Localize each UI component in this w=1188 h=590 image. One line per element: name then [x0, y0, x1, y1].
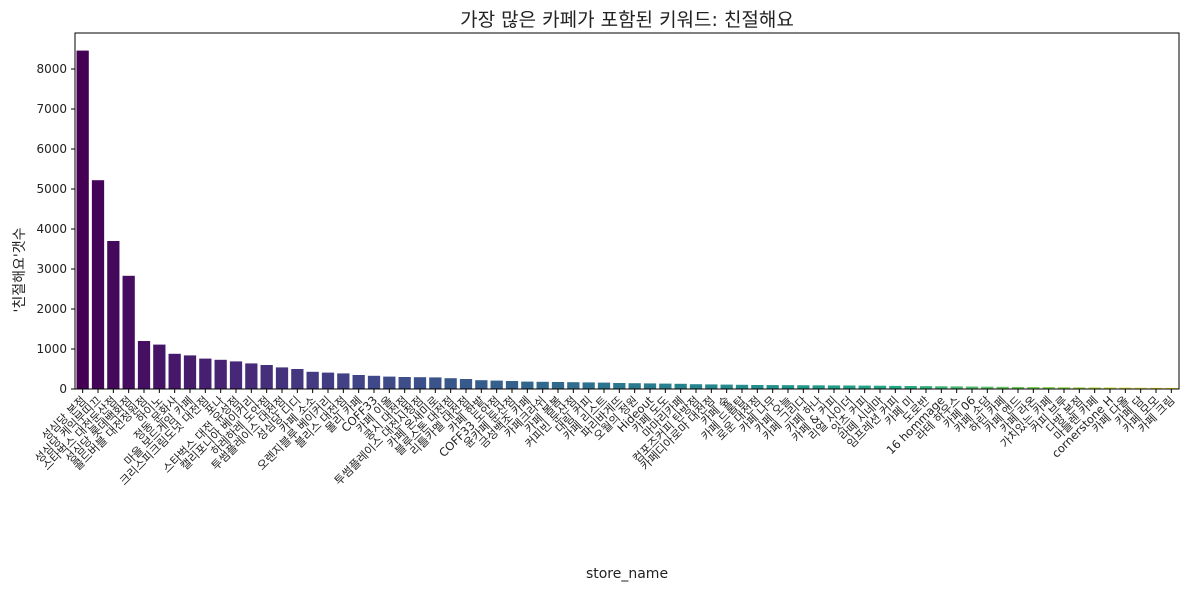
bar-9 [214, 359, 227, 389]
bar-22 [413, 377, 427, 389]
bar-54 [904, 386, 917, 389]
y-tick-label-2: 2000 [36, 302, 67, 316]
y-tick-label-6: 6000 [36, 142, 67, 156]
bar-34 [597, 382, 611, 389]
bar-27 [490, 380, 503, 389]
bar-44 [751, 385, 764, 389]
bar-1 [91, 180, 105, 389]
bar-46 [781, 385, 795, 389]
bar-31 [551, 382, 565, 389]
bar-12 [260, 365, 273, 389]
bar-47 [797, 385, 810, 389]
bar-30 [536, 381, 549, 389]
bar-61 [1011, 386, 1025, 389]
plot-frame [74, 32, 1180, 390]
bar-63 [1042, 387, 1055, 389]
bar-50 [843, 385, 856, 389]
bar-2 [107, 241, 120, 389]
bar-14 [291, 369, 304, 389]
bar-6 [168, 353, 181, 389]
bar-51 [858, 385, 871, 389]
bar-26 [475, 380, 488, 389]
bar-37 [643, 383, 657, 389]
bar-65 [1073, 387, 1086, 389]
bar-35 [613, 383, 626, 389]
bar-69 [1134, 387, 1147, 389]
bar-8 [199, 358, 212, 389]
bar-3 [122, 275, 135, 389]
bar-71 [1165, 387, 1178, 389]
y-tick-label-3: 3000 [36, 262, 67, 276]
bar-57 [950, 386, 963, 389]
bar-52 [873, 385, 887, 389]
bar-38 [659, 383, 672, 389]
y-tick-label-0: 0 [59, 382, 67, 396]
bar-60 [996, 386, 1009, 389]
bar-19 [367, 375, 381, 389]
bar-11 [245, 363, 258, 389]
bar-48 [812, 385, 825, 389]
bar-16 [321, 372, 335, 389]
bar-17 [337, 373, 350, 389]
bar-10 [229, 361, 243, 389]
bar-70 [1149, 387, 1163, 389]
bar-5 [153, 344, 166, 389]
bar-13 [275, 367, 289, 389]
bar-43 [735, 384, 749, 389]
bar-68 [1119, 387, 1132, 389]
y-tick-label-1: 1000 [36, 342, 67, 356]
bar-21 [398, 377, 411, 389]
bars-group [76, 50, 1178, 389]
chart-title: 가장 많은 카페가 포함된 키워드: 친절해요 [460, 9, 794, 31]
bar-56 [935, 386, 948, 389]
bar-25 [459, 379, 473, 389]
y-tick-label-4: 4000 [36, 222, 67, 236]
bar-64 [1057, 387, 1071, 389]
bar-45 [766, 385, 779, 389]
bar-0 [76, 50, 89, 389]
bar-53 [889, 385, 902, 389]
bar-39 [674, 383, 687, 389]
y-axis-ticks: 0 1000 2000 3000 4000 5000 6000 7000 8000 [36, 62, 75, 396]
bar-23 [429, 377, 442, 389]
bar-42 [720, 384, 733, 389]
bar-7 [183, 355, 197, 389]
bar-24 [444, 378, 457, 389]
bar-49 [827, 385, 841, 389]
bar-20 [383, 376, 396, 389]
bar-55 [919, 386, 933, 389]
bar-41 [705, 384, 718, 389]
y-tick-label-5: 5000 [36, 182, 67, 196]
bar-33 [582, 382, 595, 389]
bar-29 [521, 381, 534, 389]
bar-62 [1027, 387, 1040, 389]
bar-40 [689, 384, 703, 389]
bar-4 [137, 341, 151, 389]
bar-28 [505, 381, 519, 389]
y-tick-label-8: 8000 [36, 62, 67, 76]
bar-18 [352, 375, 365, 389]
bar-15 [306, 371, 319, 389]
bar-59 [981, 386, 994, 389]
bar-36 [628, 383, 641, 389]
bar-58 [965, 386, 979, 389]
x-axis-label: store_name [586, 566, 668, 582]
bar-67 [1103, 387, 1117, 389]
y-tick-label-7: 7000 [36, 102, 67, 116]
bar-66 [1088, 387, 1101, 389]
bar-32 [567, 382, 580, 389]
y-axis-label: '친절해요'갯수 [12, 227, 28, 312]
